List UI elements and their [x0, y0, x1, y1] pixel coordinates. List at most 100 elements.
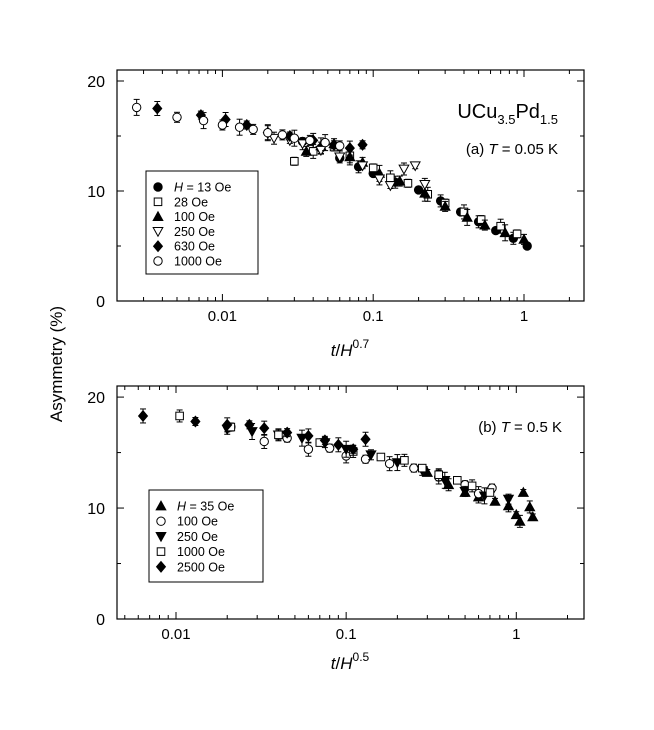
panel-a-x-axis-label: t/H0.7 — [331, 337, 370, 360]
data-point — [496, 221, 505, 231]
data-point — [274, 430, 283, 440]
data-point — [344, 142, 355, 155]
data-point — [190, 415, 201, 428]
x-tick-label: 0.1 — [336, 626, 357, 643]
x-tick-label: 1 — [512, 626, 520, 643]
data-point — [333, 438, 344, 451]
legend-label: 28 Oe — [174, 195, 208, 209]
data-point — [335, 141, 345, 151]
data-point — [344, 151, 356, 162]
data-point — [384, 458, 395, 469]
x-tick-label: 0.01 — [161, 626, 190, 643]
data-point — [459, 207, 469, 217]
data-point — [360, 433, 371, 446]
panel-b-frame — [116, 385, 585, 620]
legend-marker — [153, 256, 163, 266]
data-point — [152, 102, 163, 115]
data-point — [356, 161, 369, 172]
data-point — [419, 180, 431, 191]
data-point — [244, 418, 255, 431]
data-point — [324, 443, 335, 453]
data-point — [334, 152, 346, 163]
legend-label: 250 Oe — [177, 530, 218, 544]
data-point — [434, 470, 443, 480]
x-tick-label: 0.1 — [363, 308, 384, 325]
y-tick-label: 10 — [87, 501, 105, 518]
data-point — [277, 130, 288, 140]
legend-label: 100 Oe — [177, 515, 218, 529]
data-point — [409, 463, 419, 473]
data-point — [479, 219, 491, 230]
panel-b-ticks — [117, 386, 584, 620]
data-point — [263, 128, 273, 138]
panel-b-x-axis-label: t/H0.5 — [331, 650, 370, 673]
data-point — [391, 458, 404, 469]
legend-marker — [153, 182, 163, 192]
legend-marker — [156, 516, 166, 526]
data-point — [368, 163, 378, 173]
legend-marker — [156, 547, 166, 556]
data-point — [524, 501, 536, 512]
data-point — [282, 426, 293, 439]
data-point — [172, 112, 182, 123]
data-point — [485, 488, 495, 497]
data-point — [290, 157, 299, 166]
legend-marker — [153, 197, 163, 207]
data-point — [319, 434, 331, 447]
panel-b-subtitle: (b) T = 0.5 K — [478, 419, 562, 436]
data-point — [137, 409, 149, 422]
panel-a-ticks — [116, 70, 584, 302]
data-point — [442, 478, 455, 490]
data-point — [373, 174, 386, 185]
data-point — [289, 133, 300, 143]
data-point — [489, 495, 501, 506]
data-point — [403, 179, 413, 188]
data-point — [518, 233, 530, 244]
data-point — [365, 450, 377, 461]
data-point — [268, 133, 280, 145]
legend-marker — [155, 560, 167, 573]
data-point — [413, 185, 424, 195]
legend-marker — [152, 227, 164, 238]
data-point — [502, 499, 515, 511]
data-point — [512, 229, 522, 239]
x-tick-label: 0.01 — [208, 308, 237, 325]
data-point — [386, 173, 395, 183]
data-point — [376, 452, 386, 462]
data-point — [398, 164, 410, 175]
data-point — [514, 515, 526, 526]
data-point — [461, 211, 473, 222]
x-tick-label: 1 — [520, 308, 528, 325]
data-point — [527, 511, 539, 522]
data-point — [300, 145, 312, 156]
y-tick-label: 0 — [96, 294, 105, 311]
legend-label: 100 Oe — [174, 210, 215, 224]
panel-a-legend-box — [145, 170, 259, 275]
y-tick-label: 10 — [87, 184, 105, 201]
data-point — [259, 422, 270, 435]
data-point — [259, 436, 269, 447]
legend-label: 250 Oe — [174, 225, 215, 239]
data-point — [384, 181, 397, 192]
y-axis-label: Asymmetry (%) — [47, 306, 66, 422]
legend-marker — [152, 240, 164, 253]
legend-label: 1000 Oe — [177, 545, 225, 559]
legend-marker — [155, 532, 167, 543]
y-tick-label: 20 — [87, 74, 105, 91]
y-tick-label: 0 — [96, 612, 105, 629]
data-point — [357, 138, 368, 151]
panel-a-data-points — [131, 98, 532, 251]
panel-b-data-points — [137, 408, 539, 528]
legend-marker — [152, 210, 164, 221]
panel-a-title: UCu3.5Pd1.5 — [457, 101, 558, 127]
data-point — [459, 487, 471, 498]
data-point — [198, 115, 209, 126]
legend-label: 1000 Oe — [174, 255, 222, 269]
panel-b-legend-box — [148, 489, 264, 583]
data-point — [394, 175, 406, 186]
